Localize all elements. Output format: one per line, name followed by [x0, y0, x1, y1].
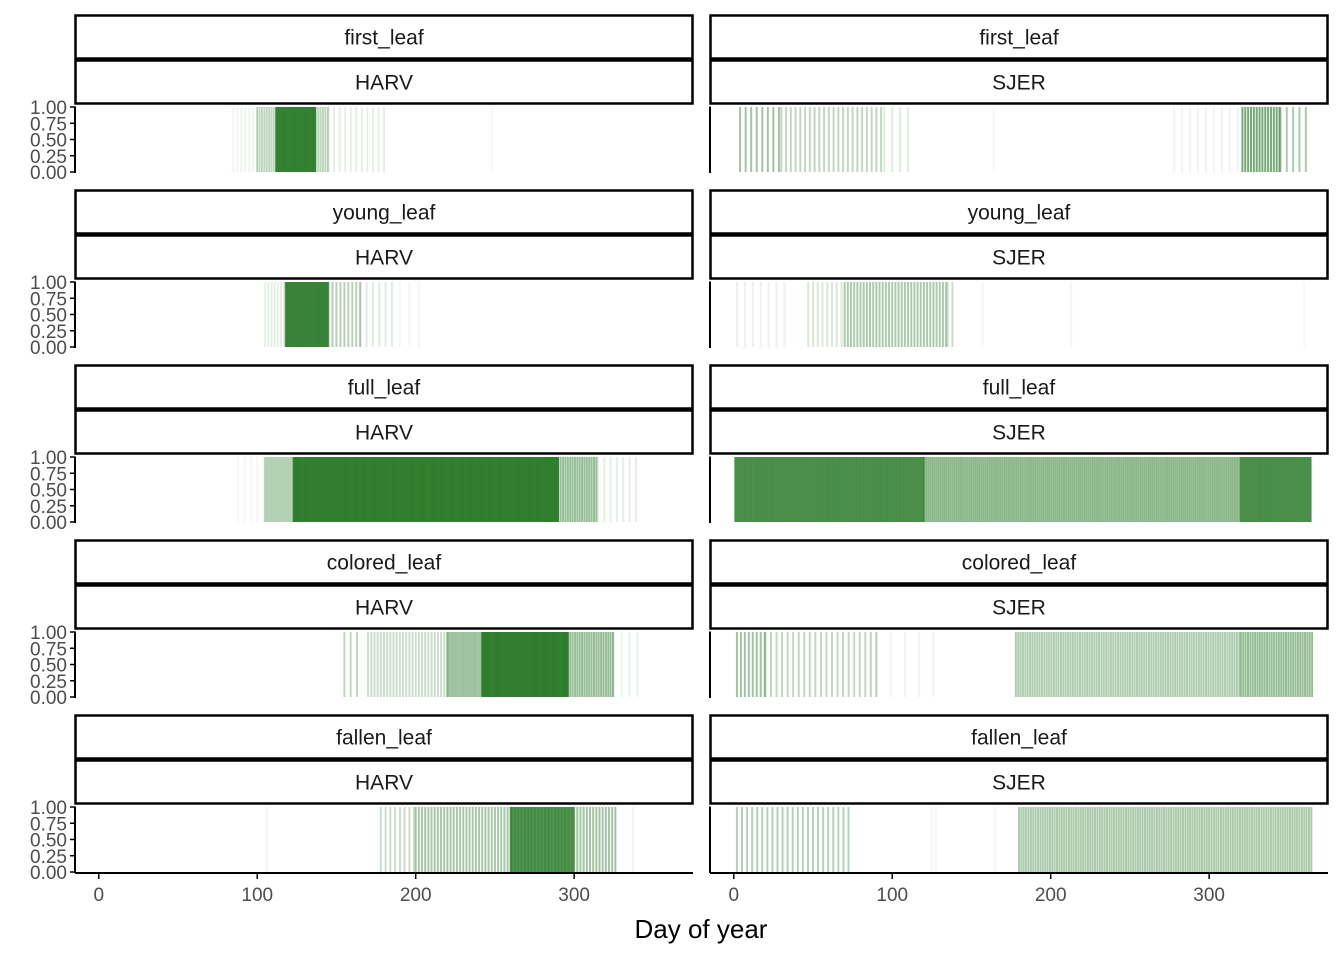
x-tick-label: 300: [558, 885, 590, 906]
x-tick-label: 0: [93, 885, 104, 906]
strip-box-phenophase: [709, 714, 1329, 760]
strip-label-phenophase: young_leaf: [968, 202, 1071, 225]
strip-box-phenophase: [709, 364, 1329, 410]
y-tick-label: 0.75: [30, 814, 67, 835]
y-tick-label: 0.25: [30, 322, 67, 343]
strip-box-site: [74, 584, 694, 630]
y-tick-label: 0.75: [30, 639, 67, 660]
y-tick-label: 1.00: [30, 273, 67, 294]
strip-label-site: SJER: [992, 597, 1046, 620]
y-tick-label: 0.00: [30, 513, 67, 534]
strip-box-phenophase: [74, 364, 694, 410]
facet-panel-young_leaf-SJER: young_leaf SJER: [709, 189, 1329, 348]
strip-box-site: [709, 234, 1329, 280]
y-tick-label: 0.75: [30, 114, 67, 135]
strip-label-phenophase: young_leaf: [333, 202, 436, 225]
strip-label-site: HARV: [355, 72, 413, 95]
strip-box-phenophase: [709, 539, 1329, 585]
strip-label-site: HARV: [355, 422, 413, 445]
facet-panel-first_leaf-HARV: first_leaf HARV 0.000.250.500.751.00: [30, 14, 694, 184]
y-tick-label: 0.25: [30, 147, 67, 168]
y-tick-label: 0.50: [30, 831, 67, 852]
data-marks: [735, 807, 1313, 872]
facet-panel-full_leaf-HARV: full_leaf HARV 0.000.250.500.751.00: [30, 364, 694, 534]
strip-box-site: [709, 759, 1329, 805]
strip-box-phenophase: [74, 189, 694, 235]
y-tick-label: 0.50: [30, 131, 67, 152]
strip-box-phenophase: [709, 189, 1329, 235]
strip-label-phenophase: first_leaf: [979, 27, 1059, 50]
y-tick-label: 0.25: [30, 497, 67, 518]
y-tick-label: 1.00: [30, 623, 67, 644]
strip-label-phenophase: full_leaf: [983, 377, 1056, 400]
strip-box-site: [74, 409, 694, 455]
data-marks: [264, 282, 420, 347]
y-tick-label: 0.00: [30, 688, 67, 709]
strip-box-site: [74, 759, 694, 805]
strip-box-site: [709, 584, 1329, 630]
x-axis-title: Day of year: [635, 914, 768, 944]
strip-box-phenophase: [74, 714, 694, 760]
strip-box-site: [709, 409, 1329, 455]
y-tick-label: 0.25: [30, 672, 67, 693]
facet-panel-fallen_leaf-SJER: fallen_leaf SJER 0 100 200 300: [709, 714, 1329, 906]
strip-box-site: [709, 59, 1329, 105]
strip-label-site: HARV: [355, 247, 413, 270]
facet-panel-full_leaf-SJER: full_leaf SJER: [709, 364, 1329, 523]
strip-label-site: SJER: [992, 72, 1046, 95]
strip-box-phenophase: [74, 14, 694, 60]
facet-panel-young_leaf-HARV: young_leaf HARV 0.000.250.500.751.00: [30, 189, 694, 359]
y-tick-label: 0.75: [30, 464, 67, 485]
x-tick-label: 200: [400, 885, 432, 906]
strip-box-phenophase: [709, 14, 1329, 60]
strip-label-site: HARV: [355, 597, 413, 620]
data-marks: [735, 282, 1306, 347]
y-tick-label: 0.00: [30, 863, 67, 884]
y-tick-label: 0.00: [30, 338, 67, 359]
strip-label-site: SJER: [992, 422, 1046, 445]
x-tick-label: 100: [876, 885, 908, 906]
strip-box-phenophase: [74, 539, 694, 585]
y-tick-label: 0.75: [30, 289, 67, 310]
strip-label-phenophase: fallen_leaf: [971, 727, 1067, 750]
strip-label-phenophase: fallen_leaf: [336, 727, 432, 750]
y-tick-label: 0.25: [30, 847, 67, 868]
y-tick-label: 1.00: [30, 98, 67, 119]
data-marks: [734, 457, 1312, 522]
y-tick-label: 1.00: [30, 448, 67, 469]
data-marks: [735, 632, 1314, 697]
x-tick-label: 200: [1035, 885, 1067, 906]
strip-label-phenophase: full_leaf: [348, 377, 421, 400]
y-tick-label: 0.50: [30, 481, 67, 502]
y-tick-label: 0.00: [30, 163, 67, 184]
strip-label-phenophase: first_leaf: [344, 27, 424, 50]
facet-panel-first_leaf-SJER: first_leaf SJER: [709, 14, 1329, 173]
y-tick-label: 0.50: [30, 656, 67, 677]
facet-panel-colored_leaf-HARV: colored_leaf HARV 0.000.250.500.751.00: [30, 539, 694, 709]
y-tick-label: 0.50: [30, 306, 67, 327]
strip-label-phenophase: colored_leaf: [327, 552, 442, 575]
data-marks: [739, 107, 1307, 172]
data-marks: [237, 457, 637, 522]
strip-label-site: SJER: [992, 772, 1046, 795]
strip-box-site: [74, 234, 694, 280]
data-marks: [265, 807, 634, 872]
facet-panel-colored_leaf-SJER: colored_leaf SJER: [709, 539, 1329, 698]
y-tick-label: 1.00: [30, 798, 67, 819]
x-tick-label: 300: [1193, 885, 1225, 906]
x-tick-label: 0: [728, 885, 739, 906]
strip-label-site: SJER: [992, 247, 1046, 270]
facet-panel-fallen_leaf-HARV: fallen_leaf HARV 0.000.250.500.751.00 0 100 2…: [30, 714, 694, 906]
x-tick-label: 100: [241, 885, 273, 906]
strip-label-phenophase: colored_leaf: [962, 552, 1077, 575]
strip-box-site: [74, 59, 694, 105]
data-marks: [343, 632, 639, 697]
data-marks: [232, 107, 493, 172]
strip-label-site: HARV: [355, 772, 413, 795]
